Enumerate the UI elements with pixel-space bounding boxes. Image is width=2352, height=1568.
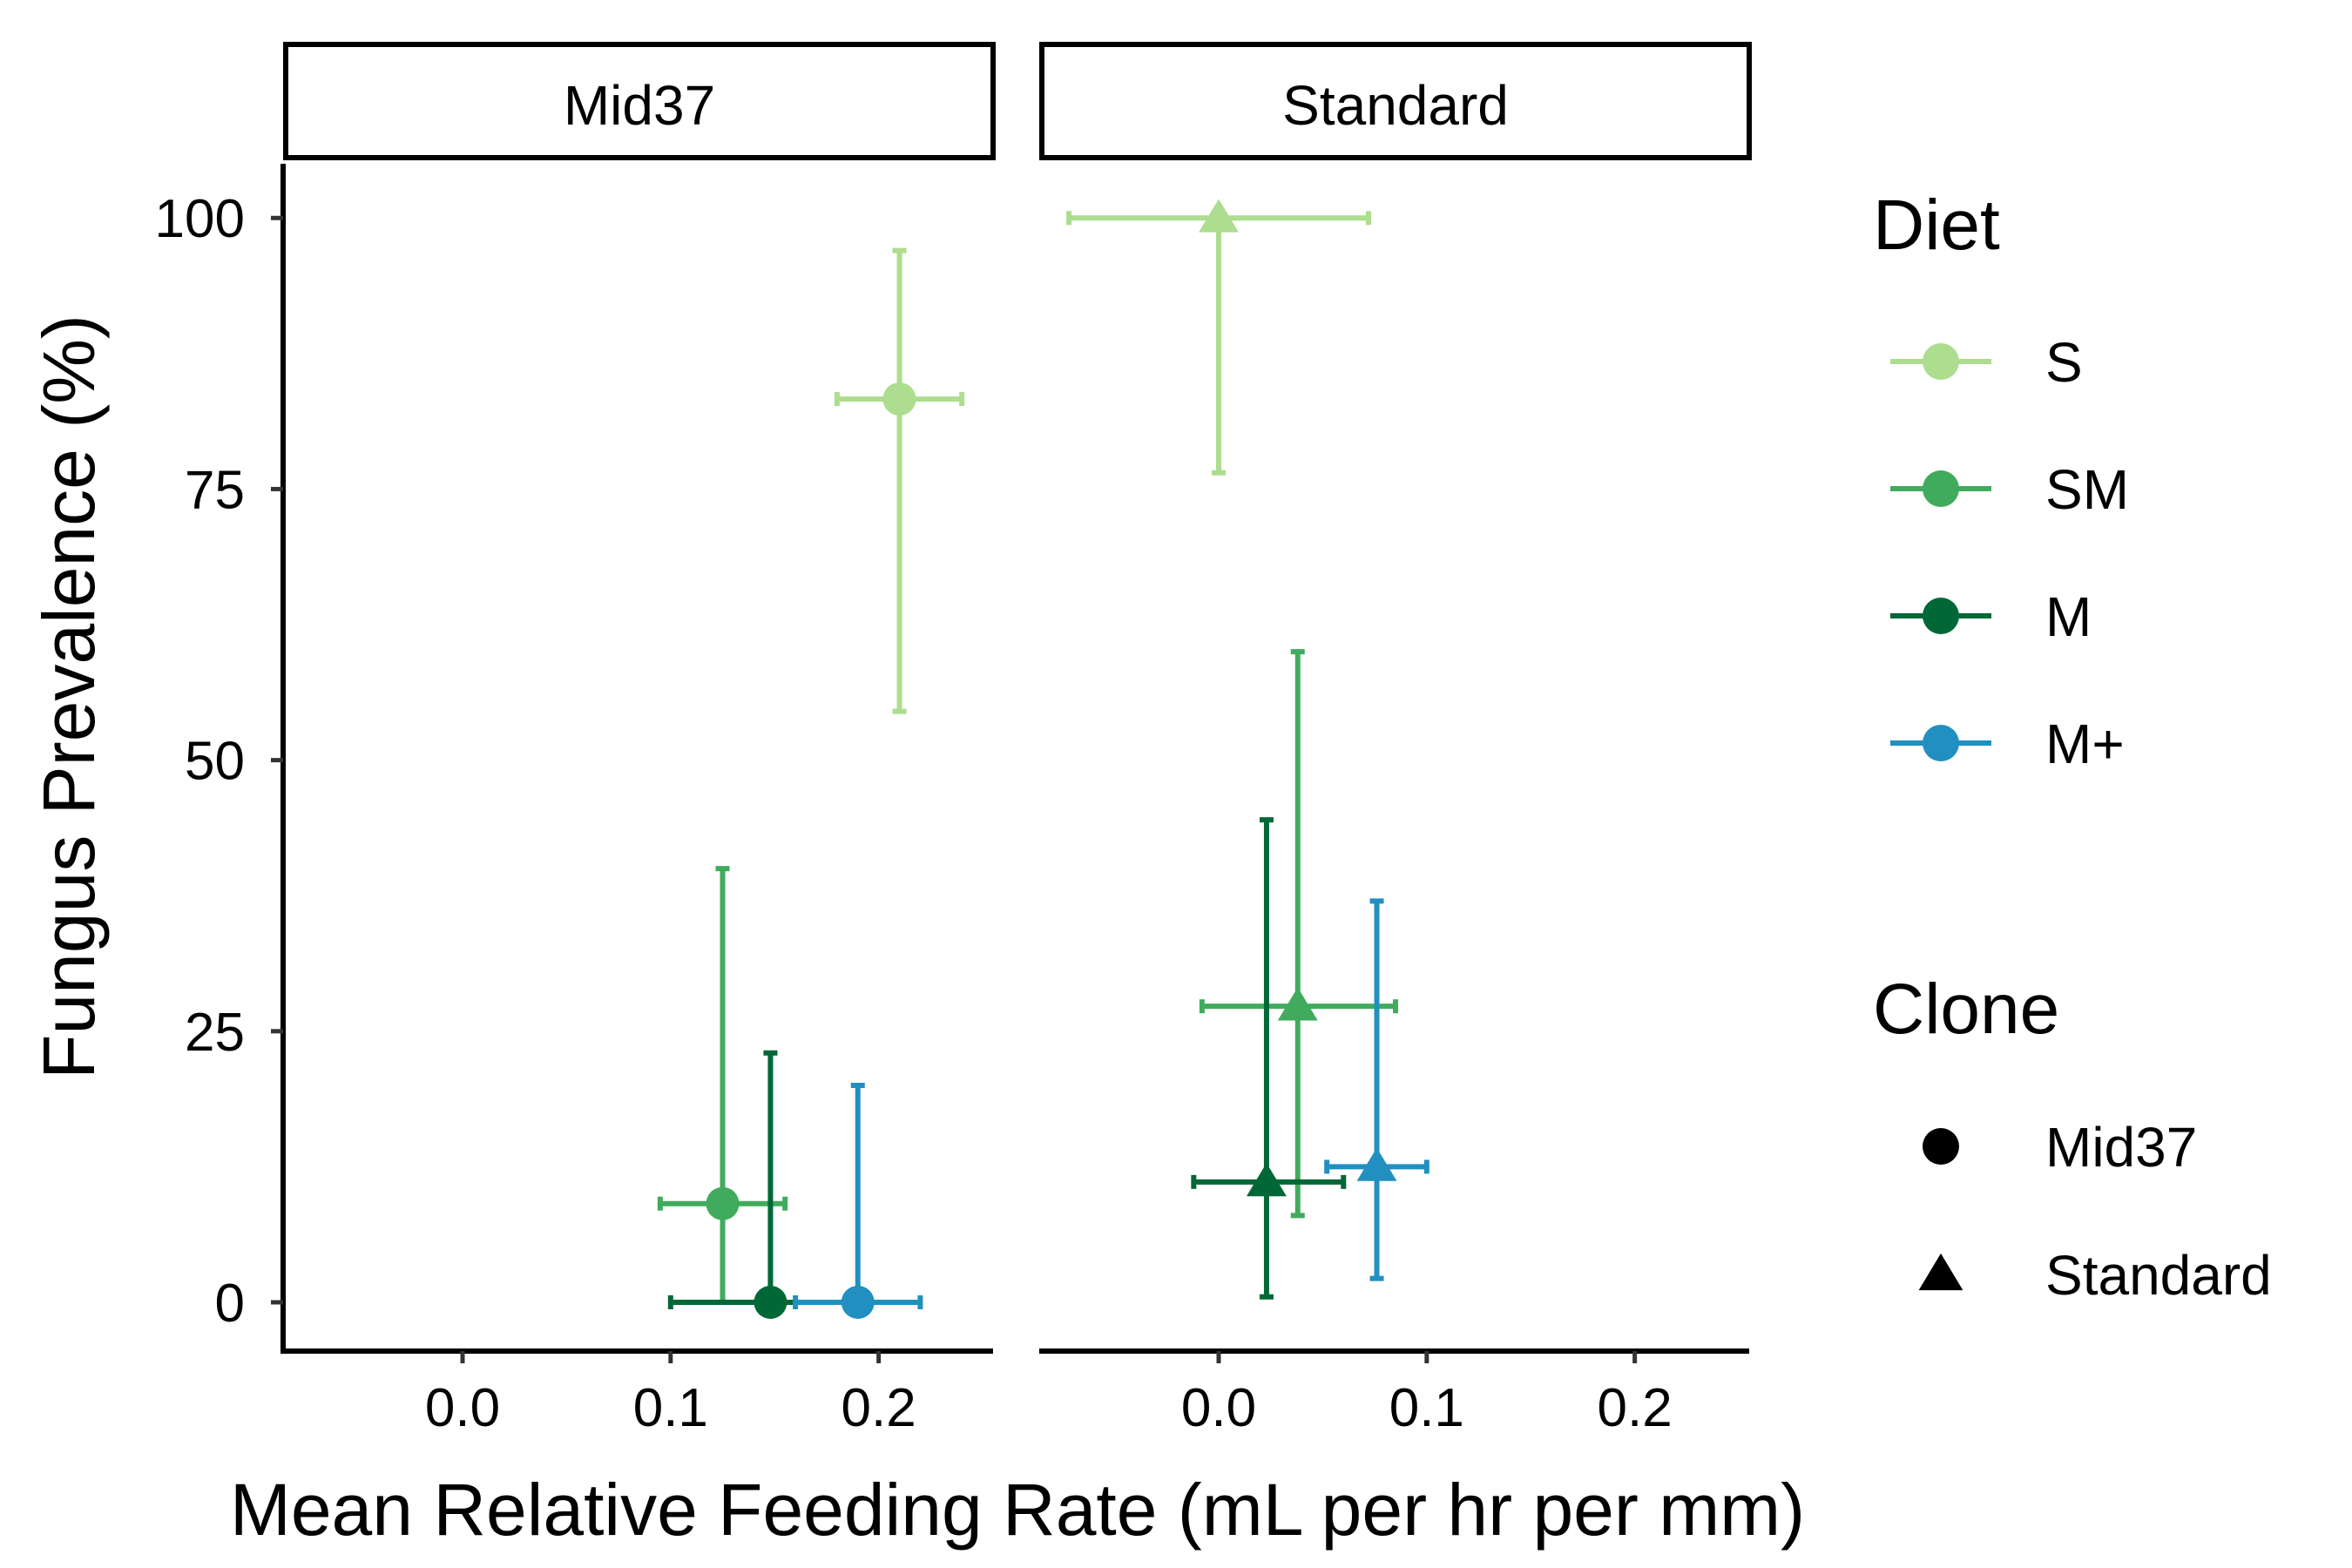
legend-item-diet-sm: SM bbox=[1890, 458, 2129, 521]
y-tick-label-3: 75 bbox=[185, 460, 245, 520]
point-group-mid37-s bbox=[834, 247, 965, 714]
facet-label-mid37: Mid37 bbox=[564, 74, 715, 137]
legend-key-point-s bbox=[1923, 343, 1959, 380]
y-tick-label-4: 100 bbox=[155, 189, 245, 249]
legend-item-clone-standard: Standard bbox=[1918, 1244, 2272, 1307]
point-standard-sm bbox=[1277, 987, 1318, 1021]
legend-label-diet-sm: SM bbox=[2045, 458, 2129, 521]
point-group-standard-mplus bbox=[1324, 898, 1429, 1281]
legend-title-diet: Diet bbox=[1873, 186, 2000, 265]
legend-item-diet-m: M bbox=[1890, 585, 2092, 648]
legend-key-point-m bbox=[1923, 598, 1959, 634]
point-group-standard-m bbox=[1191, 817, 1347, 1300]
y-axis-title: Fungus Prevalence (%) bbox=[28, 314, 110, 1079]
panel-standard: 0.0 0.1 0.2 bbox=[1039, 199, 1749, 1438]
facet-label-standard: Standard bbox=[1282, 74, 1509, 137]
facet-strip-mid37: Mid37 bbox=[283, 42, 996, 160]
legend-diet-items: S SM M M+ bbox=[1890, 331, 2129, 775]
legend-label-clone-mid37: Mid37 bbox=[2045, 1116, 2197, 1179]
legend-item-diet-s: S bbox=[1890, 331, 2083, 394]
point-mid37-sm bbox=[706, 1186, 740, 1220]
legend-clone-items: Mid37 Standard bbox=[1918, 1116, 2272, 1307]
point-standard-mplus bbox=[1356, 1147, 1397, 1181]
x-tick-label-standard-0: 0.0 bbox=[1181, 1378, 1256, 1438]
legend-key-shape-mid37 bbox=[1923, 1128, 1959, 1165]
point-mid37-s bbox=[882, 382, 916, 416]
x-tick-label-mid37-2: 0.2 bbox=[841, 1378, 916, 1438]
legend-label-diet-m: M bbox=[2045, 585, 2092, 648]
x-tick-label-mid37-0: 0.0 bbox=[425, 1378, 500, 1438]
legend-label-clone-standard: Standard bbox=[2045, 1244, 2272, 1307]
point-mid37-mplus bbox=[841, 1285, 875, 1319]
legend-item-clone-mid37: Mid37 bbox=[1923, 1116, 2197, 1179]
legend-key-point-mplus bbox=[1923, 725, 1959, 761]
x-tick-label-mid37-1: 0.1 bbox=[633, 1378, 708, 1438]
point-group-standard-s bbox=[1066, 199, 1371, 476]
point-group-mid37-mplus bbox=[793, 1083, 923, 1319]
x-tick-label-standard-2: 0.2 bbox=[1598, 1378, 1673, 1438]
legend-title-clone: Clone bbox=[1873, 970, 2059, 1049]
legend-label-diet-s: S bbox=[2045, 331, 2083, 394]
y-tick-label-0: 0 bbox=[215, 1274, 245, 1334]
facet-strip-standard: Standard bbox=[1039, 42, 1752, 160]
point-group-standard-sm bbox=[1199, 649, 1398, 1219]
legend-label-diet-mplus: M+ bbox=[2045, 713, 2125, 775]
x-tick-label-standard-1: 0.1 bbox=[1389, 1378, 1464, 1438]
legend-key-point-sm bbox=[1923, 470, 1959, 507]
point-standard-m bbox=[1246, 1162, 1287, 1197]
y-axis: 0 25 50 75 100 bbox=[155, 164, 286, 1354]
y-tick-label-2: 50 bbox=[185, 732, 245, 792]
panel-mid37: 0.0 0.1 0.2 bbox=[283, 247, 993, 1438]
point-group-mid37-sm bbox=[657, 866, 788, 1305]
point-standard-s bbox=[1199, 199, 1239, 233]
x-axis-title: Mean Relative Feeding Rate (mL per hr pe… bbox=[230, 1469, 1805, 1551]
y-tick-label-1: 25 bbox=[185, 1003, 245, 1063]
point-mid37-m bbox=[754, 1285, 787, 1319]
legend: Diet Clone S SM M M+ Mid37 Standard bbox=[1873, 186, 2272, 1307]
legend-key-shape-standard bbox=[1918, 1253, 1963, 1291]
point-group-mid37-m bbox=[667, 1050, 861, 1319]
legend-item-diet-mplus: M+ bbox=[1890, 713, 2125, 775]
